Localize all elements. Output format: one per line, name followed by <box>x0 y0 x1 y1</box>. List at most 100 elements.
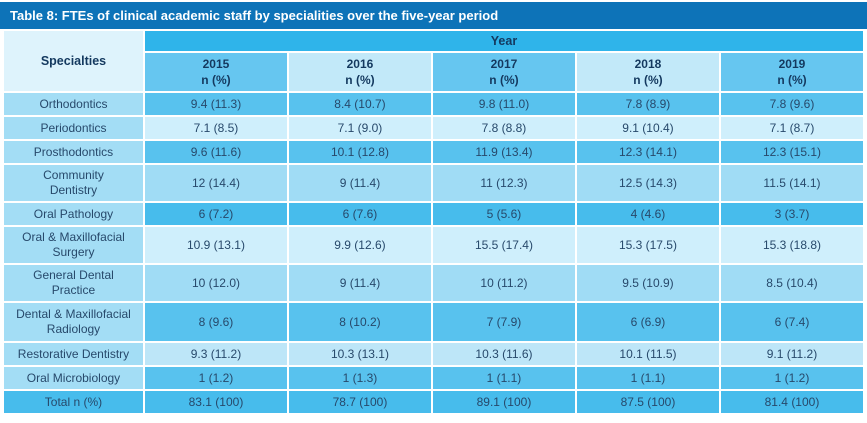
ftes-table: Specialties Year 2015 n (%) 2016 n (%) 2… <box>2 29 865 415</box>
value-cell: 78.7 (100) <box>288 391 431 413</box>
year-subheader: n (%) <box>489 73 519 87</box>
value-cell: 9.6 (11.6) <box>144 141 287 163</box>
table-row: Oral Microbiology 1 (1.2) 1 (1.3) 1 (1.1… <box>4 367 863 389</box>
value-cell: 1 (1.2) <box>720 367 863 389</box>
value-cell: 9.4 (11.3) <box>144 93 287 115</box>
year-column-header: 2015 n (%) <box>144 53 287 91</box>
value-cell: 7.1 (9.0) <box>288 117 431 139</box>
table-row: Dental & Maxillofacial Radiology 8 (9.6)… <box>4 303 863 341</box>
value-cell: 1 (1.1) <box>432 367 575 389</box>
value-cell: 11.5 (14.1) <box>720 165 863 201</box>
value-cell: 9 (11.4) <box>288 165 431 201</box>
value-cell: 8 (9.6) <box>144 303 287 341</box>
value-cell: 1 (1.3) <box>288 367 431 389</box>
value-cell: 9 (11.4) <box>288 265 431 301</box>
table-row: Restorative Dentistry 9.3 (11.2) 10.3 (1… <box>4 343 863 365</box>
value-cell: 4 (4.6) <box>576 203 719 225</box>
value-cell: 6 (6.9) <box>576 303 719 341</box>
value-cell: 7 (7.9) <box>432 303 575 341</box>
specialty-cell: Oral & Maxillofacial Surgery <box>4 227 143 263</box>
value-cell: 9.1 (11.2) <box>720 343 863 365</box>
total-label-cell: Total n (%) <box>4 391 143 413</box>
table-row: General Dental Practice 10 (12.0) 9 (11.… <box>4 265 863 301</box>
value-cell: 11 (12.3) <box>432 165 575 201</box>
table-title: Table 8: FTEs of clinical academic staff… <box>10 8 499 23</box>
value-cell: 8.5 (10.4) <box>720 265 863 301</box>
table-row-total: Total n (%) 83.1 (100) 78.7 (100) 89.1 (… <box>4 391 863 413</box>
value-cell: 9.3 (11.2) <box>144 343 287 365</box>
table-title-bar: Table 8: FTEs of clinical academic staff… <box>0 2 867 29</box>
year-label: 2019 <box>778 56 806 71</box>
value-cell: 10 (11.2) <box>432 265 575 301</box>
value-cell: 8 (10.2) <box>288 303 431 341</box>
value-cell: 7.1 (8.7) <box>720 117 863 139</box>
year-subheader: n (%) <box>633 73 663 87</box>
specialty-cell: Orthodontics <box>4 93 143 115</box>
value-cell: 9.5 (10.9) <box>576 265 719 301</box>
table-row: Orthodontics 9.4 (11.3) 8.4 (10.7) 9.8 (… <box>4 93 863 115</box>
specialty-cell: Oral Microbiology <box>4 367 143 389</box>
specialty-cell: Restorative Dentistry <box>4 343 143 365</box>
value-cell: 15.3 (17.5) <box>576 227 719 263</box>
value-cell: 7.8 (8.9) <box>576 93 719 115</box>
specialty-cell: Community Dentistry <box>4 165 143 201</box>
specialty-cell: General Dental Practice <box>4 265 143 301</box>
value-cell: 12.3 (15.1) <box>720 141 863 163</box>
value-cell: 6 (7.4) <box>720 303 863 341</box>
table-row: Oral Pathology 6 (7.2) 6 (7.6) 5 (5.6) 4… <box>4 203 863 225</box>
value-cell: 15.3 (18.8) <box>720 227 863 263</box>
value-cell: 10.1 (12.8) <box>288 141 431 163</box>
value-cell: 9.8 (11.0) <box>432 93 575 115</box>
year-label: 2017 <box>490 56 518 71</box>
value-cell: 1 (1.1) <box>576 367 719 389</box>
year-subheader: n (%) <box>777 73 807 87</box>
value-cell: 12.3 (14.1) <box>576 141 719 163</box>
value-cell: 6 (7.6) <box>288 203 431 225</box>
value-cell: 15.5 (17.4) <box>432 227 575 263</box>
specialty-cell: Prosthodontics <box>4 141 143 163</box>
value-cell: 7.1 (8.5) <box>144 117 287 139</box>
specialty-cell: Oral Pathology <box>4 203 143 225</box>
specialty-cell: Dental & Maxillofacial Radiology <box>4 303 143 341</box>
value-cell: 10.3 (11.6) <box>432 343 575 365</box>
value-cell: 87.5 (100) <box>576 391 719 413</box>
value-cell: 12.5 (14.3) <box>576 165 719 201</box>
value-cell: 12 (14.4) <box>144 165 287 201</box>
year-column-header: 2016 n (%) <box>288 53 431 91</box>
year-header-cell: Year <box>144 31 863 51</box>
year-column-header: 2019 n (%) <box>720 53 863 91</box>
value-cell: 83.1 (100) <box>144 391 287 413</box>
year-label: 2018 <box>634 56 662 71</box>
value-cell: 6 (7.2) <box>144 203 287 225</box>
specialty-cell: Periodontics <box>4 117 143 139</box>
value-cell: 5 (5.6) <box>432 203 575 225</box>
value-cell: 9.1 (10.4) <box>576 117 719 139</box>
value-cell: 10.1 (11.5) <box>576 343 719 365</box>
value-cell: 8.4 (10.7) <box>288 93 431 115</box>
year-label: 2016 <box>346 56 374 71</box>
year-column-header: 2017 n (%) <box>432 53 575 91</box>
value-cell: 7.8 (9.6) <box>720 93 863 115</box>
year-column-header: 2018 n (%) <box>576 53 719 91</box>
value-cell: 3 (3.7) <box>720 203 863 225</box>
year-subheader: n (%) <box>201 73 231 87</box>
value-cell: 89.1 (100) <box>432 391 575 413</box>
header-row-year-band: Specialties Year <box>4 31 863 91</box>
value-cell: 10.9 (13.1) <box>144 227 287 263</box>
value-cell: 9.9 (12.6) <box>288 227 431 263</box>
header-row-years: 2015 n (%) 2016 n (%) 2017 n (%) 2018 n … <box>4 53 863 91</box>
value-cell: 11.9 (13.4) <box>432 141 575 163</box>
table-row: Community Dentistry 12 (14.4) 9 (11.4) 1… <box>4 165 863 201</box>
value-cell: 10 (12.0) <box>144 265 287 301</box>
table-row: Oral & Maxillofacial Surgery 10.9 (13.1)… <box>4 227 863 263</box>
value-cell: 7.8 (8.8) <box>432 117 575 139</box>
table-row: Periodontics 7.1 (8.5) 7.1 (9.0) 7.8 (8.… <box>4 117 863 139</box>
specialties-header-cell: Specialties <box>4 31 143 91</box>
table-row: Prosthodontics 9.6 (11.6) 10.1 (12.8) 11… <box>4 141 863 163</box>
year-subheader: n (%) <box>345 73 375 87</box>
value-cell: 81.4 (100) <box>720 391 863 413</box>
year-label: 2015 <box>202 56 230 71</box>
value-cell: 10.3 (13.1) <box>288 343 431 365</box>
value-cell: 1 (1.2) <box>144 367 287 389</box>
